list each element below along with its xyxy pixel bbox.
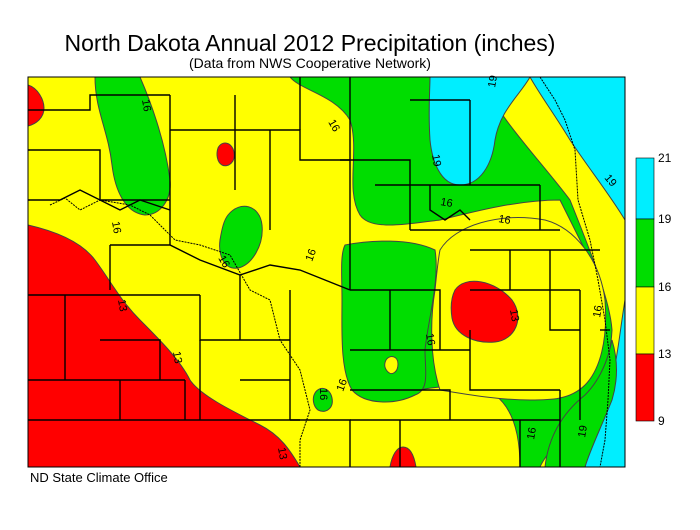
- legend: 21 19 16 13 9: [635, 151, 672, 428]
- contour-label: 19: [429, 153, 443, 167]
- zone-13-16-east-ring: [431, 217, 607, 401]
- map-subtitle: (Data from NWS Cooperative Network): [189, 55, 431, 71]
- contour-label: 16: [317, 388, 329, 400]
- legend-swatch-13-16: [635, 286, 655, 355]
- contour-label: 16: [109, 220, 123, 234]
- state-border: [27, 76, 626, 468]
- legend-tick-label: 9: [658, 414, 665, 428]
- contour-label: 16: [335, 377, 350, 393]
- legend-tick-label: 21: [658, 151, 672, 165]
- zone-9-13-north-spot: [216, 142, 235, 167]
- county-lines: [28, 77, 610, 467]
- zone-16-19-central: [219, 205, 263, 269]
- contour-label: 19: [486, 74, 500, 88]
- contour-label: 13: [115, 298, 129, 312]
- zone-9-13-southwest: [28, 224, 301, 467]
- red-river: [539, 76, 611, 468]
- contour-label: 19: [576, 424, 590, 438]
- map-title: North Dakota Annual 2012 Precipitation (…: [64, 30, 556, 56]
- missouri-river: [49, 197, 311, 467]
- zone-13-16-spot: [384, 356, 399, 375]
- legend-tick-label: 16: [658, 280, 672, 294]
- contour-label: 13: [275, 446, 289, 460]
- zone-16-19-south-strip: [544, 339, 617, 467]
- contour-label: 16: [139, 98, 153, 112]
- contour-label: 16: [439, 196, 453, 210]
- contour-label: 16: [325, 118, 342, 135]
- legend-tick-label: 13: [658, 347, 672, 361]
- legend-tick-label: 19: [658, 212, 672, 226]
- legend-swatch-19-21: [635, 157, 655, 220]
- contour-label: 16: [304, 247, 319, 263]
- legend-swatch-9-13: [635, 353, 655, 422]
- zone-9-13-west-edge: [28, 84, 45, 127]
- legend-swatch-16-19: [635, 218, 655, 288]
- contour-label: 16: [591, 304, 605, 318]
- contour-label: 13: [170, 350, 184, 364]
- contour-label: 16: [423, 332, 437, 346]
- contour-label: 16: [525, 426, 539, 440]
- zone-9-13-south-spot: [389, 446, 417, 467]
- contour-label: 13: [507, 308, 521, 322]
- zone-9-13-east-spot: [450, 280, 519, 343]
- zone-16-19-southeast: [341, 240, 437, 403]
- zone-16-19-northwest: [94, 77, 171, 216]
- contour-label: 16: [497, 213, 511, 227]
- zone-16-19-small: [312, 387, 333, 412]
- zone-19-21-northeast: [428, 77, 625, 221]
- credit-text: ND State Climate Office: [30, 470, 168, 485]
- precip-zones: [28, 77, 625, 467]
- contour-label: 16: [215, 254, 232, 271]
